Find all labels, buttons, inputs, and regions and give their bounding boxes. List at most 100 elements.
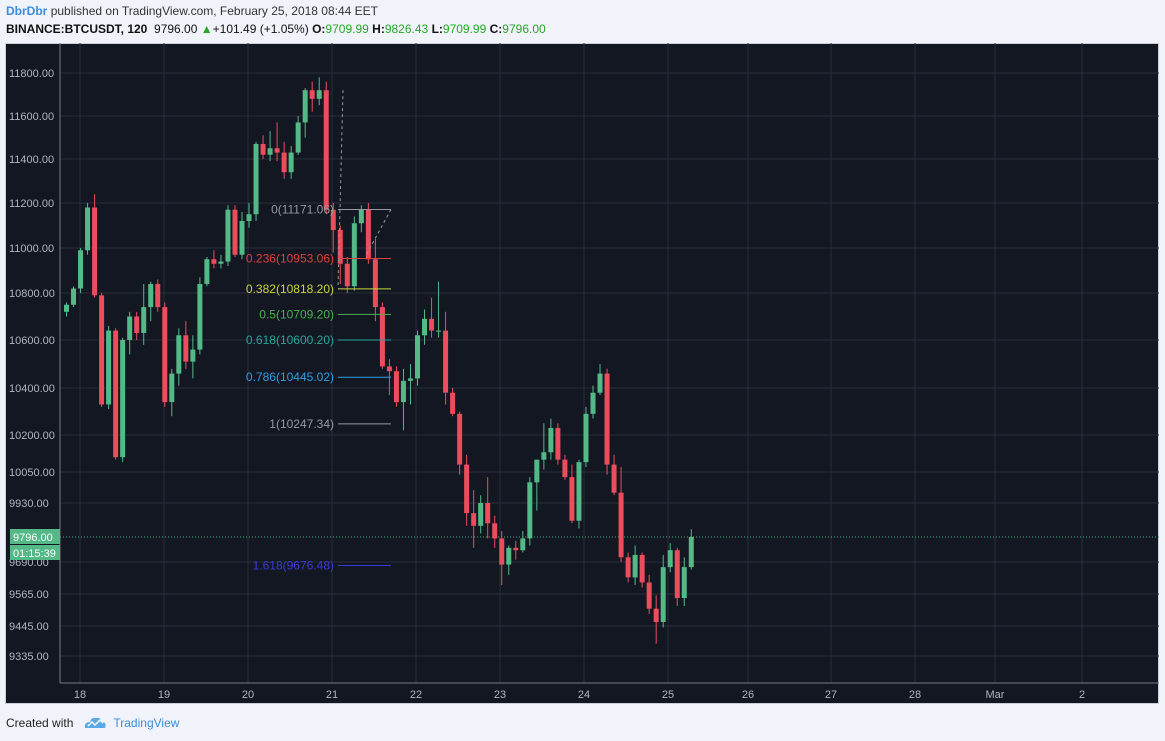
candle-body — [323, 90, 329, 210]
candle-body — [506, 547, 512, 565]
date-tick-label: 19 — [158, 689, 170, 701]
candle-body — [190, 349, 196, 362]
candlestick-chart[interactable]: 11800.00 11600.00 11400.00 11200.00 11000.00… — [5, 43, 1159, 704]
candle-body — [400, 380, 406, 403]
candle-body — [597, 373, 603, 393]
candle-body — [232, 209, 238, 255]
price-tick-label: 11000.00 — [9, 243, 54, 255]
candle-body — [407, 378, 413, 381]
candle-body — [260, 143, 266, 155]
candle-body — [492, 523, 498, 539]
candle-body — [148, 284, 154, 308]
candle-body — [288, 152, 294, 173]
candle-body — [653, 608, 659, 622]
candle-body — [225, 209, 231, 262]
candle-body — [162, 307, 168, 403]
date-tick-label: 24 — [578, 689, 590, 701]
price-tick-label: 10800.00 — [9, 288, 55, 300]
candle-body — [106, 330, 112, 405]
candle-body — [134, 316, 140, 333]
candle-body — [569, 477, 575, 521]
candle-body — [316, 90, 322, 99]
candle-body — [618, 492, 624, 558]
candle-body — [372, 259, 378, 308]
candle-body — [611, 464, 617, 493]
candle-body — [555, 427, 561, 460]
last-price: 9796.00 — [154, 22, 198, 36]
countdown-box — [10, 545, 60, 560]
candle-body — [267, 148, 273, 155]
fib-level-label: 0(11171.06) — [271, 203, 334, 217]
date-tick-label: Mar — [986, 689, 1005, 701]
price-tick-label: 9565.00 — [9, 589, 49, 601]
candle-body — [464, 464, 470, 514]
fib-level-label: 0.382(10818.20) — [246, 282, 334, 296]
candle-body — [625, 557, 631, 578]
candle-body — [674, 550, 680, 598]
candle-body — [78, 250, 84, 289]
created-with-label: Created with — [6, 716, 74, 730]
candle-body — [113, 330, 119, 458]
low-label: L: — [431, 22, 443, 36]
price-tick-label: 10200.00 — [9, 430, 55, 442]
candle-body — [541, 452, 547, 460]
date-tick-label: 20 — [242, 689, 254, 701]
date-tick-label: 2 — [1079, 689, 1085, 701]
date-tick-label: 28 — [909, 689, 921, 701]
candle-body — [141, 307, 147, 333]
candle-body — [281, 152, 287, 173]
candle-body — [64, 304, 69, 312]
candle-body — [85, 207, 91, 251]
author-link[interactable]: DbrDbr — [6, 4, 48, 18]
countdown-label: 01:15:39 — [13, 548, 56, 560]
candle-body — [667, 550, 673, 568]
candle-body — [660, 567, 666, 622]
price-tick-label: 10400.00 — [9, 383, 55, 395]
date-tick-label: 22 — [410, 689, 422, 701]
candle-body — [92, 207, 98, 296]
price-tick-label: 10050.00 — [9, 467, 55, 479]
date-tick-label: 23 — [494, 689, 506, 701]
candle-body — [120, 340, 126, 458]
fib-level-label: 0.5(10709.20) — [259, 307, 334, 321]
candle-body — [436, 330, 442, 332]
candle-body — [534, 459, 540, 483]
candle-body — [527, 482, 533, 539]
close-value: 9796.00 — [502, 22, 546, 36]
candle-body — [562, 459, 568, 478]
high-value: 9826.43 — [384, 22, 429, 36]
candle-body — [71, 288, 77, 305]
price-tick-label: 11400.00 — [9, 154, 54, 166]
candle-body — [513, 547, 519, 551]
candle-body — [155, 284, 161, 308]
published-text: published on TradingView.com, February 2… — [50, 4, 379, 18]
candle-body — [639, 554, 645, 583]
price-tick-label: 11200.00 — [9, 198, 54, 210]
candle-body — [169, 373, 175, 403]
candle-body — [127, 316, 133, 340]
candle-body — [422, 318, 428, 336]
price-change: +101.49 (+1.05%) — [212, 22, 309, 36]
price-tick-label: 9930.00 — [9, 498, 49, 510]
tradingview-link[interactable]: TradingView — [113, 716, 180, 730]
candle-body — [443, 330, 449, 393]
open-label: O: — [312, 22, 326, 36]
price-tick-label: 10600.00 — [9, 335, 55, 347]
candle-body — [197, 284, 203, 350]
candle-body — [415, 335, 420, 379]
candle-body — [688, 537, 694, 568]
fib-level-label: 0.786(10445.02) — [246, 370, 334, 384]
candle-body — [386, 366, 392, 372]
candle-body — [253, 143, 259, 215]
candle-body — [590, 392, 596, 414]
candle-body — [295, 122, 301, 153]
candle-body — [176, 335, 182, 374]
low-value: 9709.99 — [442, 22, 487, 36]
candle-body — [499, 538, 505, 565]
candle-body — [239, 221, 245, 255]
candle-body — [471, 513, 477, 526]
candle-body — [429, 318, 435, 331]
candle-body — [330, 209, 336, 230]
candle-body — [457, 413, 463, 465]
date-tick-label: 25 — [662, 689, 674, 701]
